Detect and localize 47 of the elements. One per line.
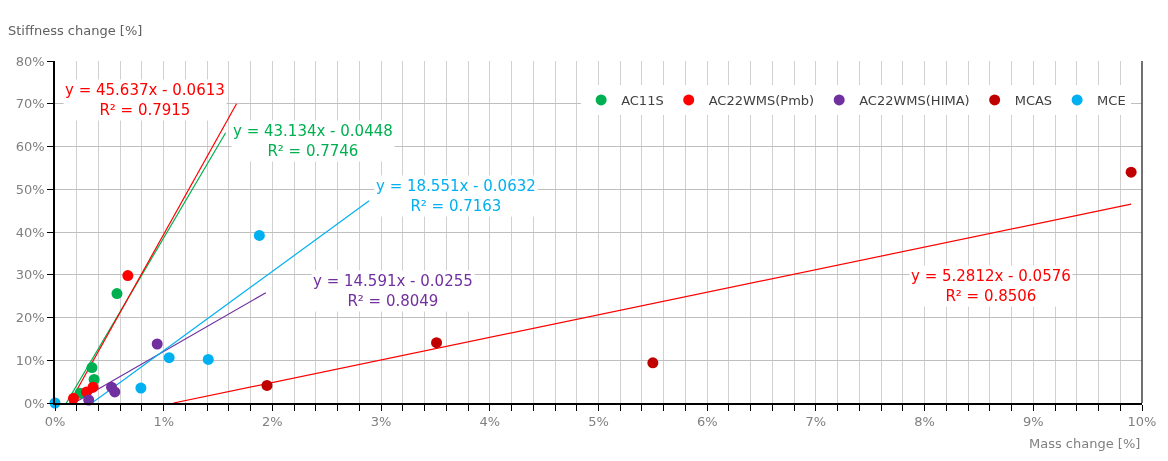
- y-tick-label: 40%: [15, 224, 45, 240]
- x-tick-label: 1%: [153, 414, 175, 430]
- x-tick-label: 0%: [44, 414, 66, 430]
- point: [261, 379, 273, 391]
- point: [431, 337, 443, 349]
- annotation: y = 45.637x - 0.0613 R² = 0.7915: [65, 81, 225, 119]
- y-tick-label: 50%: [15, 181, 45, 197]
- point: [86, 362, 98, 374]
- y-tick-label: 30%: [15, 267, 45, 283]
- point: [111, 288, 123, 300]
- x-tick-label: 5%: [588, 414, 609, 430]
- point: [87, 381, 99, 393]
- point: [109, 386, 121, 398]
- point: [1125, 166, 1137, 178]
- point: [67, 392, 79, 404]
- point: [202, 353, 214, 365]
- y-tick-label: 20%: [15, 310, 45, 326]
- annotation: y = 43.134x - 0.0448 R² = 0.7746: [233, 122, 393, 160]
- legend-label: MCE: [1097, 92, 1126, 108]
- point: [253, 229, 265, 241]
- y-tick-label: 10%: [15, 352, 45, 368]
- annotation: y = 18.551x - 0.0632 R² = 0.7163: [376, 177, 536, 215]
- point: [122, 270, 134, 282]
- annotation: y = 14.591x - 0.0255 R² = 0.8049: [313, 272, 473, 310]
- x-tick-label: 6%: [696, 414, 718, 430]
- x-tick-label: 4%: [479, 414, 501, 430]
- y-axis-title: Stiffness change [%]: [8, 23, 143, 38]
- x-tick-label: 7%: [805, 414, 827, 430]
- legend-label: MCAS: [1014, 92, 1053, 108]
- point: [163, 352, 175, 364]
- point: [647, 357, 659, 369]
- legend-label: AC22WMS(HIMA): [859, 92, 970, 108]
- y-tick-label: 80%: [15, 53, 45, 69]
- point: [151, 338, 163, 350]
- y-tick-label: 70%: [15, 96, 45, 112]
- annotation: y = 5.2812x - 0.0576 R² = 0.8506: [911, 267, 1071, 305]
- x-axis-title: Mass change [%]: [1029, 436, 1141, 451]
- x-tick-label: 8%: [914, 414, 935, 430]
- x-tick-label: 3%: [370, 414, 392, 430]
- y-tick-label: 60%: [15, 139, 45, 155]
- legend-label: AC22WMS(Pmb): [708, 92, 815, 108]
- y-tick-label: 0%: [24, 395, 45, 411]
- legend-label: AC11S: [621, 92, 664, 108]
- x-tick-label: 9%: [1022, 414, 1044, 430]
- x-tick-label: 10%: [1127, 414, 1157, 430]
- x-tick-label: 2%: [262, 414, 283, 430]
- point: [135, 382, 147, 394]
